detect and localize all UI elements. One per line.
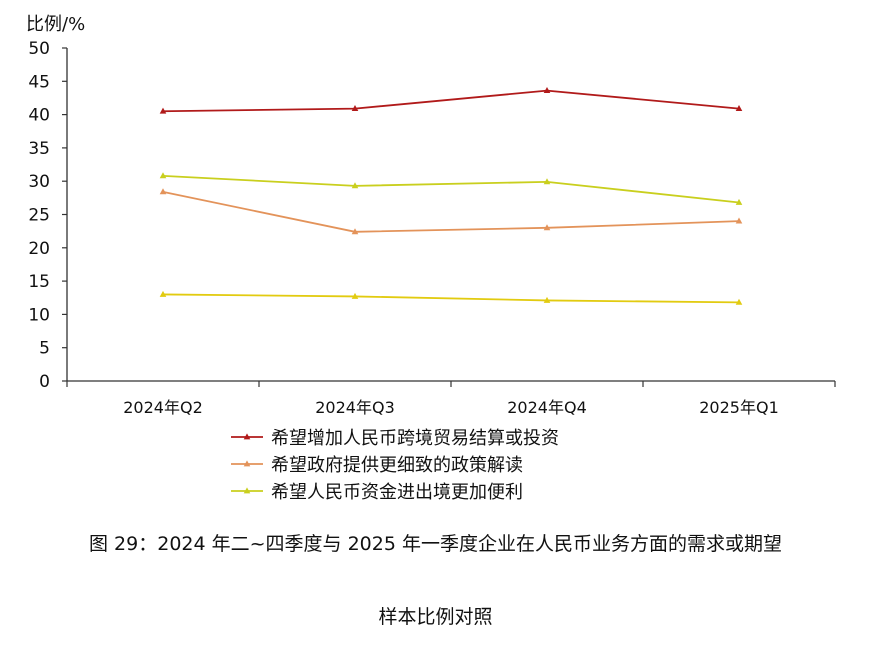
data-point	[735, 198, 743, 205]
data-point	[159, 107, 167, 114]
data-point	[543, 224, 551, 231]
figure-title: 图 29：2024 年二~四季度与 2025 年一季度企业在人民币业务方面的需求…	[89, 533, 782, 555]
line-chart: 比例/% 0 5 10 15 20 25 30 35 40 45 50 2024年Q2 2024年Q3…	[26, 14, 836, 503]
y-tick-label: 5	[39, 339, 50, 359]
legend-label: 希望人民币资金进出境更加便利	[271, 482, 523, 503]
data-point	[543, 296, 551, 303]
data-point	[159, 290, 167, 297]
y-tick-label: 50	[28, 39, 50, 59]
y-tick-label: 15	[28, 272, 50, 292]
legend-marker	[243, 433, 251, 440]
x-tick-label: 2024年Q4	[507, 398, 587, 417]
figure-subtitle: 样本比例对照	[378, 606, 493, 628]
y-tick-label: 10	[28, 305, 50, 325]
y-axis: 0 5 10 15 20 25 30 35 40 45 50	[28, 39, 68, 392]
data-point	[351, 292, 359, 299]
series-line	[162, 293, 740, 304]
data-point	[735, 105, 743, 112]
data-point	[159, 188, 167, 195]
x-tick-label: 2024年Q3	[315, 398, 395, 417]
y-tick-label: 35	[28, 139, 50, 159]
y-tick-label: 0	[39, 372, 50, 392]
y-tick-label: 40	[28, 106, 50, 126]
legend-marker	[243, 487, 251, 494]
x-tick-label: 2025年Q1	[699, 398, 779, 417]
data-point	[543, 87, 551, 94]
y-tick-label: 25	[28, 206, 50, 226]
data-point	[351, 228, 359, 235]
legend-label: 希望政府提供更细致的政策解读	[271, 455, 523, 476]
y-tick-label: 20	[28, 239, 50, 259]
y-tick-label: 45	[28, 72, 50, 92]
x-axis: 2024年Q2 2024年Q3 2024年Q4 2025年Q1	[66, 380, 836, 417]
data-point	[351, 182, 359, 189]
data-point	[735, 217, 743, 224]
y-tick-label: 30	[28, 172, 50, 192]
y-axis-label: 比例/%	[26, 14, 85, 35]
data-point	[351, 105, 359, 112]
legend-marker	[243, 460, 251, 467]
series-line	[162, 174, 740, 204]
data-point	[159, 172, 167, 179]
series-line	[162, 190, 740, 233]
legend-label: 希望增加人民币跨境贸易结算或投资	[271, 428, 559, 449]
data-point	[735, 298, 743, 305]
legend: 希望增加人民币跨境贸易结算或投资希望政府提供更细致的政策解读希望人民币资金进出境…	[231, 428, 559, 503]
x-tick-label: 2024年Q2	[123, 398, 203, 417]
series-line	[162, 89, 740, 113]
series-group	[159, 87, 743, 305]
data-point	[543, 178, 551, 185]
